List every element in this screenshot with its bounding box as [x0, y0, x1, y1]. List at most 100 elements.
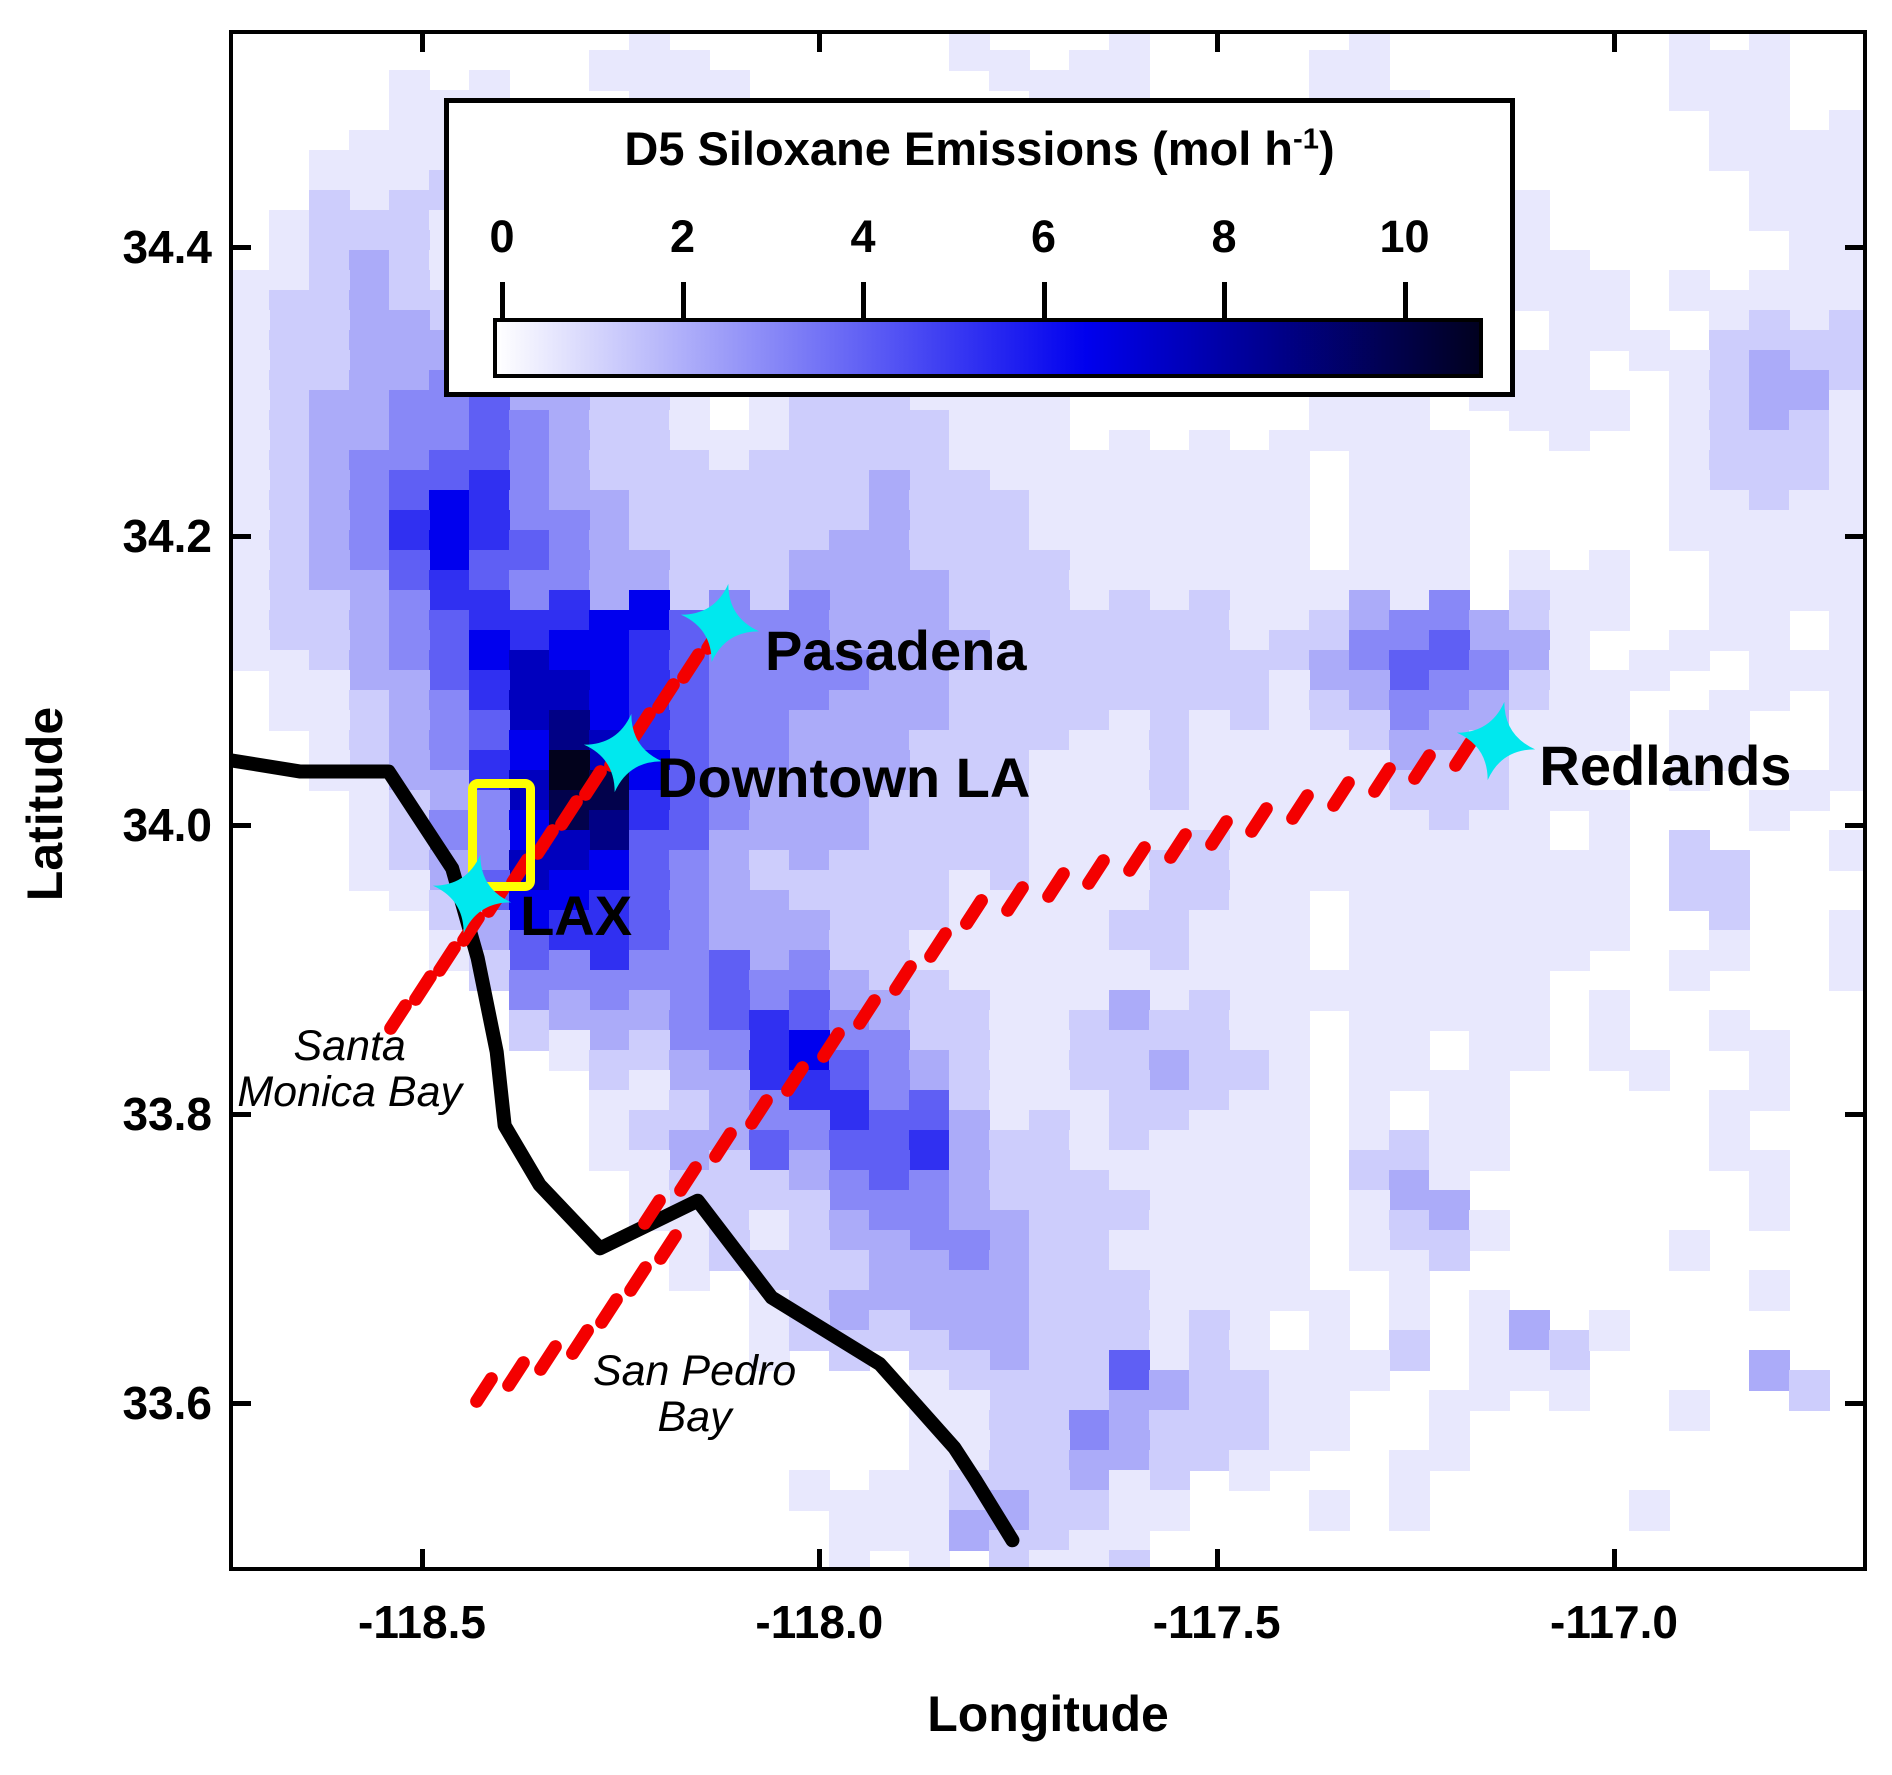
x-tick-bottom [420, 1549, 425, 1571]
heatmap-cell [1669, 430, 1710, 471]
heatmap-cell [1469, 890, 1510, 931]
heatmap-cell [1029, 630, 1070, 671]
heatmap-cell [1709, 850, 1750, 891]
heatmap-cell [789, 750, 830, 791]
heatmap-cell [949, 590, 990, 631]
heatmap-cell [1029, 1190, 1070, 1231]
heatmap-cell [1709, 90, 1750, 131]
heatmap-cell [1189, 1150, 1230, 1191]
heatmap-cell [309, 590, 350, 631]
heatmap-cell [509, 730, 550, 771]
y-axis-title: Latitude [17, 706, 73, 902]
heatmap-cell [669, 570, 710, 611]
heatmap-cell [1029, 990, 1070, 1031]
heatmap-cell [1829, 470, 1867, 511]
heatmap-cell [1069, 690, 1110, 731]
heatmap-cell [1309, 650, 1350, 691]
heatmap-cell [349, 210, 390, 251]
heatmap-cell [1829, 830, 1867, 871]
heatmap-cell [949, 990, 990, 1031]
heatmap-cell [389, 670, 430, 711]
heatmap-cell [1309, 570, 1350, 611]
heatmap-cell [1349, 1190, 1390, 1231]
y-tick-left [229, 823, 251, 828]
heatmap-cell [349, 850, 390, 891]
heatmap-cell [1789, 290, 1830, 331]
heatmap-cell [1109, 630, 1150, 671]
heatmap-cell [789, 510, 830, 551]
heatmap-cell [1509, 590, 1550, 631]
heatmap-cell [1829, 350, 1867, 391]
heatmap-cell [1589, 1030, 1630, 1071]
heatmap-cell [1349, 1070, 1390, 1111]
heatmap-cell [1029, 1030, 1070, 1071]
heatmap-cell [1669, 870, 1710, 911]
heatmap-cell [1069, 530, 1110, 571]
heatmap-cell [1509, 990, 1550, 1031]
heatmap-cell [1589, 390, 1630, 431]
heatmap-cell [1109, 1070, 1150, 1111]
heatmap-cell [1669, 630, 1710, 671]
heatmap-cell [1029, 710, 1070, 751]
heatmap-cell [549, 710, 590, 751]
heatmap-cell [1709, 490, 1750, 531]
heatmap-cell [1349, 1150, 1390, 1191]
heatmap-cell [1109, 590, 1150, 631]
heatmap-cell [1669, 750, 1710, 791]
heatmap-cell [1189, 430, 1230, 471]
heatmap-cell [1749, 1070, 1790, 1111]
heatmap-cell [229, 550, 270, 591]
heatmap-cell [1069, 1050, 1110, 1091]
heatmap-cell [349, 130, 390, 171]
heatmap-cell [1549, 250, 1590, 291]
heatmap-cell [1149, 1010, 1190, 1051]
heatmap-cell [909, 410, 950, 451]
heatmap-cell [1829, 710, 1867, 751]
heatmap-cell [909, 450, 950, 491]
heatmap-cell [429, 530, 470, 571]
heatmap-cell [1829, 510, 1867, 551]
heatmap-cell [509, 930, 550, 971]
heatmap-cell [989, 490, 1030, 531]
heatmap-cell [1029, 470, 1070, 511]
heatmap-cell [1069, 1090, 1110, 1131]
heatmap-cell [629, 430, 670, 471]
heatmap-cell [1829, 670, 1867, 711]
heatmap-cell [389, 270, 430, 311]
heatmap-cell [1149, 530, 1190, 571]
x-tick-bottom [817, 1549, 823, 1571]
heatmap-cell [1429, 990, 1470, 1031]
heatmap-cell [829, 890, 870, 931]
heatmap-cell [1349, 550, 1390, 591]
heatmap-cell [1789, 250, 1830, 291]
heatmap-cell [229, 590, 270, 631]
heatmap-cell [1749, 550, 1790, 591]
heatmap-cell [1549, 650, 1590, 691]
heatmap-cell [549, 670, 590, 711]
x-tick-label: -118.5 [358, 1596, 486, 1648]
city-star-icon [583, 713, 663, 793]
heatmap-cell [469, 710, 510, 751]
heatmap-cell [549, 870, 590, 911]
heatmap-cell [429, 650, 470, 691]
heatmap-cell [1549, 370, 1590, 411]
x-tick-top [817, 30, 823, 52]
heatmap-cell [1429, 550, 1470, 591]
heatmap-cell [829, 770, 870, 811]
heatmap-cell [629, 470, 670, 511]
y-tick-left [229, 245, 251, 250]
heatmap-cell [869, 590, 910, 631]
heatmap-cell [1429, 590, 1470, 631]
heatmap-cell [1029, 430, 1070, 471]
colorbar-tick-label: 6 [1030, 211, 1057, 262]
y-tick-label: 34.0 [122, 799, 212, 851]
heatmap-cell [509, 690, 550, 731]
heatmap-cell [469, 510, 510, 551]
heatmap-cell [1829, 550, 1867, 591]
heatmap-cell [1149, 1170, 1190, 1211]
heatmap-cell [589, 810, 630, 851]
heatmap-cell [709, 910, 750, 951]
heatmap-cell [1229, 1170, 1270, 1211]
heatmap-cell [309, 430, 350, 471]
heatmap-cell [1789, 130, 1830, 171]
